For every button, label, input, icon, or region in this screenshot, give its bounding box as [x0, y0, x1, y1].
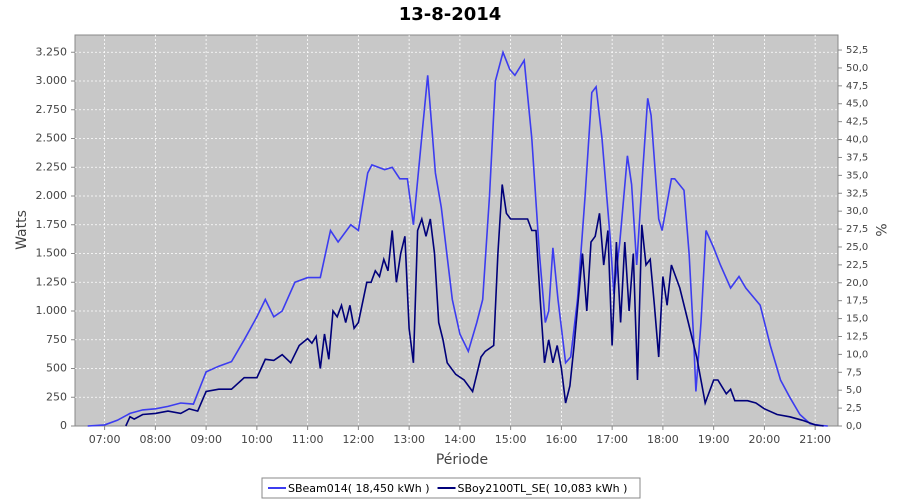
y-tick-label: 1.750: [36, 218, 68, 231]
y-tick-label: 2.250: [36, 160, 68, 173]
y2-tick-label: 27,5: [846, 224, 868, 235]
x-tick-label: 09:00: [190, 433, 222, 446]
y2-tick-label: 37,5: [846, 152, 868, 163]
x-tick-label: 20:00: [749, 433, 781, 446]
x-tick-label: 13:00: [393, 433, 425, 446]
y2-tick-label: 40,0: [846, 135, 868, 146]
x-tick-label: 15:00: [495, 433, 527, 446]
x-axis-label: Période: [436, 452, 488, 468]
y2-tick-label: 42,5: [846, 117, 868, 128]
y2-tick-label: 15,0: [846, 314, 868, 325]
y2-tick-label: 7,5: [846, 367, 862, 378]
y2-tick-label: 5,0: [846, 385, 862, 396]
x-tick-label: 18:00: [647, 433, 679, 446]
y2-axis-label: %: [872, 223, 888, 236]
chart-title: 13-8-2014: [399, 4, 502, 25]
y-tick-label: 1.500: [36, 247, 68, 260]
x-tick-label: 11:00: [292, 433, 324, 446]
y-tick-label: 500: [46, 362, 67, 375]
y-tick-label: 750: [46, 333, 67, 346]
legend-label: SBeam014( 18,450 kWh ): [288, 482, 430, 495]
x-tick-label: 10:00: [241, 433, 273, 446]
y2-tick-label: 0,0: [846, 421, 862, 432]
y-tick-label: 3.250: [36, 45, 68, 58]
y-tick-label: 3.000: [36, 74, 68, 87]
x-tick-label: 16:00: [546, 433, 578, 446]
x-tick-label: 17:00: [596, 433, 628, 446]
y2-tick-label: 2,5: [846, 403, 862, 414]
y2-tick-label: 17,5: [846, 296, 868, 307]
series-line: [87, 49, 828, 427]
y2-tick-label: 52,5: [846, 45, 868, 56]
x-tick-label: 19:00: [698, 433, 730, 446]
y-tick-label: 2.000: [36, 189, 68, 202]
legend-label: SBoy2100TL_SE( 10,083 kWh ): [458, 482, 628, 495]
series-line: [125, 184, 824, 427]
x-tick-label: 08:00: [140, 433, 172, 446]
y-tick-label: 1.250: [36, 275, 68, 288]
y2-tick-label: 30,0: [846, 206, 868, 217]
x-tick-label: 14:00: [444, 433, 476, 446]
y-tick-label: 2.500: [36, 132, 68, 145]
y2-tick-label: 32,5: [846, 188, 868, 199]
x-tick-label: 12:00: [343, 433, 375, 446]
x-tick-label: 07:00: [89, 433, 121, 446]
y-tick-label: 1.000: [36, 304, 68, 317]
y-tick-label: 2.750: [36, 103, 68, 116]
y2-tick-label: 45,0: [846, 99, 868, 110]
y2-tick-label: 20,0: [846, 278, 868, 289]
y2-tick-label: 35,0: [846, 170, 868, 181]
y2-tick-label: 25,0: [846, 242, 868, 253]
y2-tick-label: 47,5: [846, 81, 868, 92]
y2-tick-label: 22,5: [846, 260, 868, 271]
y-tick-label: 250: [46, 390, 67, 403]
y2-tick-label: 12,5: [846, 331, 868, 342]
x-tick-label: 21:00: [799, 433, 831, 446]
y2-tick-label: 50,0: [846, 63, 868, 74]
y-tick-label: 0: [60, 419, 67, 432]
y-axis-label: Watts: [14, 210, 30, 250]
y2-tick-label: 10,0: [846, 349, 868, 360]
plot-area: [74, 34, 839, 427]
